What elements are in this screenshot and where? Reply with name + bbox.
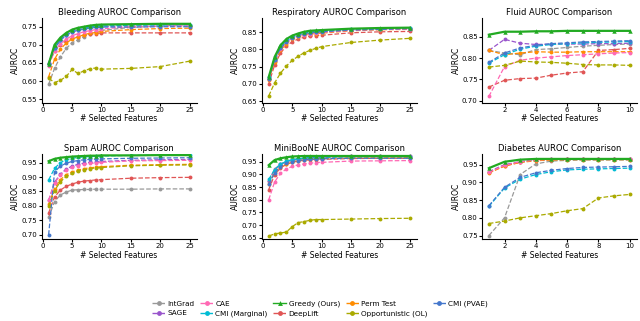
X-axis label: # Selected Features: # Selected Features — [81, 114, 157, 123]
Y-axis label: AUROC: AUROC — [12, 183, 20, 210]
Legend: IntGrad, SAGE, CAE, CMI (Marginal), Greedy (Ours), DeepLift, Perm Test, Opportun: IntGrad, SAGE, CAE, CMI (Marginal), Gree… — [152, 300, 488, 317]
X-axis label: # Selected Features: # Selected Features — [521, 114, 598, 123]
Title: Respiratory AUROC Comparison: Respiratory AUROC Comparison — [272, 8, 406, 17]
Y-axis label: AUROC: AUROC — [451, 183, 461, 210]
X-axis label: # Selected Features: # Selected Features — [301, 251, 378, 260]
Title: Fluid AUROC Comparison: Fluid AUROC Comparison — [506, 8, 612, 17]
Title: Spam AUROC Comparison: Spam AUROC Comparison — [64, 144, 174, 153]
Y-axis label: AUROC: AUROC — [232, 47, 241, 74]
Title: Bleeding AUROC Comparison: Bleeding AUROC Comparison — [58, 8, 180, 17]
Title: Diabetes AUROC Comparison: Diabetes AUROC Comparison — [498, 144, 621, 153]
X-axis label: # Selected Features: # Selected Features — [521, 251, 598, 260]
Y-axis label: AUROC: AUROC — [451, 47, 461, 74]
X-axis label: # Selected Features: # Selected Features — [81, 251, 157, 260]
X-axis label: # Selected Features: # Selected Features — [301, 114, 378, 123]
Title: MiniBooNE AUROC Comparison: MiniBooNE AUROC Comparison — [274, 144, 404, 153]
Y-axis label: AUROC: AUROC — [12, 47, 20, 74]
Y-axis label: AUROC: AUROC — [232, 183, 241, 210]
